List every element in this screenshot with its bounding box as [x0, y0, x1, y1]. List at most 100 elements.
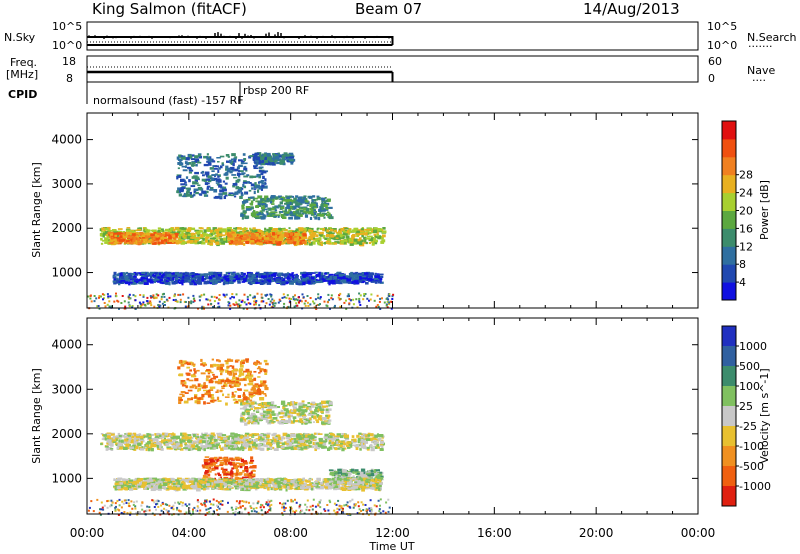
echo-cell: [346, 280, 350, 283]
echo-cell: [324, 208, 329, 211]
echo-cell: [219, 155, 225, 158]
echo-cell: [186, 189, 190, 194]
echo-cell: [230, 272, 235, 276]
echo-cell: [270, 211, 275, 214]
echo-cell: [322, 210, 326, 212]
echo-cell: [214, 380, 219, 384]
echo-cell: [251, 212, 257, 216]
echo-cell: [296, 200, 301, 203]
noise-cell: [313, 306, 316, 309]
echo-cell: [163, 239, 168, 243]
echo-cell: [277, 276, 281, 278]
echo-cell: [260, 380, 263, 384]
echo-cell: [117, 432, 120, 435]
echo-cell: [143, 446, 147, 448]
echo-cell: [212, 227, 217, 230]
echo-cell: [340, 227, 345, 231]
echo-cell: [209, 281, 214, 285]
noise-cell: [281, 296, 284, 299]
noise-cell: [309, 303, 312, 306]
echo-cell: [243, 167, 248, 171]
echo-cell: [200, 358, 203, 362]
echo-cell: [338, 230, 342, 234]
echo-cell: [227, 229, 231, 232]
echo-cell: [140, 235, 144, 238]
power-ylabel: Slant Range [km]: [30, 162, 43, 258]
echo-cell: [107, 240, 111, 243]
echo-cell: [161, 228, 164, 232]
echo-cell: [311, 206, 314, 209]
noise-cell: [290, 298, 293, 300]
echo-cell: [267, 160, 272, 163]
echo-cell: [212, 434, 216, 437]
echo-cell: [333, 275, 337, 278]
echo-cell: [99, 233, 105, 237]
echo-cell: [357, 238, 361, 242]
echo-cell: [214, 165, 220, 168]
echo-cell: [288, 442, 292, 445]
echo-cell: [263, 271, 269, 274]
echo-cell: [248, 208, 252, 211]
echo-cell: [137, 236, 142, 239]
echo-cell: [164, 228, 170, 232]
echo-cell: [245, 208, 251, 211]
echo-cell: [198, 156, 203, 159]
echo-cell: [260, 179, 265, 182]
noise-cell: [348, 298, 351, 300]
echo-cell: [293, 210, 296, 214]
echo-cell: [340, 240, 345, 244]
echo-cell: [290, 437, 294, 441]
echo-cell: [204, 273, 208, 277]
echo-cell: [257, 447, 263, 450]
echo-cell: [133, 236, 137, 241]
noise-cell: [150, 296, 153, 299]
noise-cell: [255, 300, 258, 302]
echo-cell: [134, 281, 137, 284]
noise-cell: [317, 303, 320, 306]
echo-cell: [155, 239, 160, 242]
echo-cell: [122, 232, 125, 235]
echo-cell: [215, 182, 220, 184]
noise-cell: [128, 297, 131, 300]
echo-cell: [248, 434, 253, 437]
echo-cell: [149, 433, 154, 436]
echo-cell: [104, 446, 109, 448]
echo-cell: [312, 231, 317, 235]
echo-cell: [323, 216, 326, 219]
echo-cell: [310, 235, 315, 238]
echo-cell: [323, 204, 328, 208]
echo-cell: [351, 435, 355, 438]
noise-cell: [158, 300, 161, 303]
noise-cell: [293, 299, 296, 302]
noise-cell: [274, 302, 277, 305]
echo-cell: [238, 159, 243, 162]
echo-cell: [222, 164, 225, 167]
echo-cell: [184, 442, 188, 445]
echo-cell: [131, 277, 136, 280]
echo-cell: [204, 194, 207, 197]
echo-cell: [287, 230, 292, 233]
echo-cell: [370, 448, 375, 452]
echo-cell: [316, 195, 320, 198]
noise-cell: [209, 299, 212, 302]
echo-cell: [201, 240, 204, 242]
echo-cell: [169, 447, 173, 450]
echo-cell: [185, 193, 191, 196]
echo-cell: [218, 436, 223, 441]
noise-cell: [388, 293, 391, 296]
echo-cell: [211, 443, 216, 447]
echo-cell: [344, 275, 349, 278]
noise-cell: [272, 306, 275, 309]
echo-cell: [254, 152, 260, 156]
echo-cell: [344, 227, 349, 230]
echo-cell: [283, 152, 288, 155]
echo-cell: [339, 236, 345, 240]
echo-cell: [100, 237, 103, 240]
echo-cell: [295, 281, 299, 285]
noise-cell: [217, 302, 220, 305]
echo-cell: [296, 433, 300, 436]
echo-cell: [230, 194, 235, 197]
noise-cell: [192, 297, 195, 300]
echo-cell: [257, 376, 261, 378]
